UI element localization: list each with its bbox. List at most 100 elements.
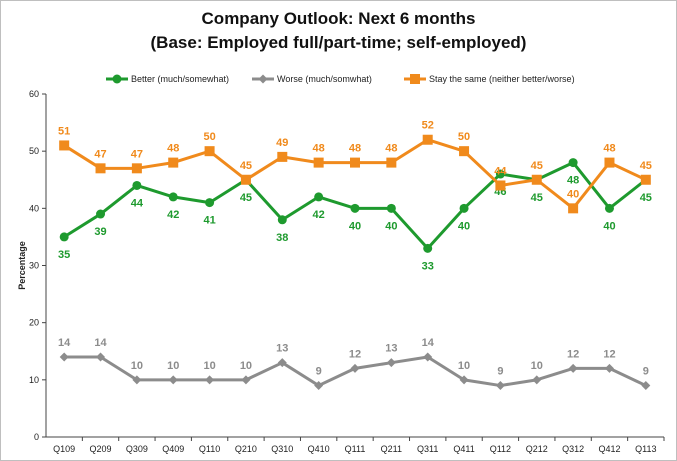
data-label-worse: 9: [497, 366, 503, 378]
data-point-worse: [532, 375, 542, 385]
data-label-same: 45: [240, 160, 252, 172]
x-tick-label: Q111: [345, 444, 366, 454]
data-label-worse: 10: [240, 360, 252, 372]
data-label-better: 40: [603, 220, 615, 232]
legend-label: Worse (much/somwhat): [277, 74, 372, 84]
data-label-same: 47: [94, 148, 106, 160]
data-point-worse: [277, 358, 287, 368]
data-label-same: 47: [131, 148, 143, 160]
data-label-same: 48: [167, 143, 179, 155]
data-point-better: [423, 243, 433, 253]
data-point-worse: [96, 352, 106, 362]
data-point-better: [205, 198, 215, 208]
data-label-worse: 10: [531, 360, 543, 372]
data-label-better: 41: [203, 215, 215, 227]
data-label-same: 48: [385, 143, 397, 155]
data-label-better: 33: [422, 260, 434, 272]
data-point-better: [568, 158, 578, 168]
chart-title: Company Outlook: Next 6 months: [201, 9, 476, 28]
data-point-worse: [386, 358, 396, 368]
data-label-same: 52: [422, 120, 434, 132]
data-label-better: 45: [531, 192, 543, 204]
data-point-same: [531, 174, 542, 185]
data-label-better: 42: [167, 209, 179, 221]
data-label-worse: 9: [316, 366, 322, 378]
data-label-better: 45: [640, 192, 652, 204]
data-label-worse: 13: [276, 343, 288, 355]
data-label-better: 35: [58, 249, 70, 261]
data-label-worse: 10: [167, 360, 179, 372]
data-point-better: [96, 209, 106, 219]
data-point-same: [640, 174, 651, 185]
x-tick-label: Q309: [126, 444, 148, 454]
data-label-worse: 12: [567, 348, 579, 360]
data-point-worse: [423, 352, 433, 362]
data-point-same: [422, 134, 433, 145]
data-point-same: [495, 180, 506, 191]
data-label-worse: 10: [458, 360, 470, 372]
data-label-same: 45: [640, 160, 652, 172]
y-tick-label: 20: [29, 318, 39, 328]
x-tick-label: Q109: [53, 444, 75, 454]
data-label-worse: 9: [643, 366, 649, 378]
y-tick-label: 30: [29, 261, 39, 271]
data-point-same: [604, 157, 615, 168]
data-label-worse: 12: [349, 348, 361, 360]
y-tick-label: 50: [29, 146, 39, 156]
data-label-worse: 14: [422, 337, 435, 349]
x-tick-label: Q409: [162, 444, 184, 454]
data-label-same: 48: [603, 143, 615, 155]
data-point-worse: [641, 381, 651, 391]
x-tick-label: Q112: [490, 444, 511, 454]
legend-item-better: Better (much/somewhat): [106, 74, 229, 84]
data-point-same: [95, 163, 106, 174]
data-point-better: [386, 203, 396, 213]
data-point-better: [495, 169, 505, 179]
data-point-same: [131, 163, 142, 174]
data-point-same: [168, 157, 179, 168]
data-point-worse: [604, 363, 614, 373]
data-label-same: 51: [58, 125, 70, 137]
x-tick-label: Q312: [562, 444, 584, 454]
x-tick-label: Q311: [417, 444, 438, 454]
data-label-better: 42: [313, 209, 325, 221]
x-tick-label: Q110: [199, 444, 220, 454]
y-tick-label: 40: [29, 203, 39, 213]
data-point-better: [604, 203, 614, 213]
data-label-worse: 10: [131, 360, 143, 372]
x-tick-label: Q411: [453, 444, 474, 454]
data-point-better: [314, 192, 324, 202]
data-label-better: 40: [458, 220, 470, 232]
chart-subtitle: (Base: Employed full/part-time; self-emp…: [150, 33, 527, 52]
data-label-same: 44: [494, 165, 507, 177]
data-point-same: [459, 146, 470, 157]
data-point-same: [386, 157, 397, 168]
y-tick-label: 60: [29, 89, 39, 99]
legend-label: Stay the same (neither better/worse): [429, 74, 575, 84]
data-label-same: 48: [349, 143, 361, 155]
data-point-worse: [59, 352, 69, 362]
data-label-worse: 14: [94, 337, 107, 349]
data-label-better: 40: [349, 220, 361, 232]
data-label-worse: 14: [58, 337, 71, 349]
data-point-worse: [350, 363, 360, 373]
y-tick-label: 10: [29, 375, 39, 385]
data-label-worse: 10: [203, 360, 215, 372]
legend-item-worse: Worse (much/somwhat): [252, 74, 372, 84]
data-label-same: 40: [567, 188, 579, 200]
x-tick-label: Q412: [598, 444, 620, 454]
data-label-same: 49: [276, 137, 288, 149]
data-label-same: 50: [203, 131, 215, 143]
x-tick-label: Q211: [381, 444, 402, 454]
data-point-better: [132, 180, 142, 190]
legend-swatch-marker: [410, 74, 420, 84]
data-point-same: [313, 157, 324, 168]
data-label-better: 40: [385, 220, 397, 232]
data-label-better: 38: [276, 232, 288, 244]
data-point-better: [350, 203, 360, 213]
y-tick-label: 0: [34, 432, 39, 442]
data-label-same: 48: [313, 143, 325, 155]
